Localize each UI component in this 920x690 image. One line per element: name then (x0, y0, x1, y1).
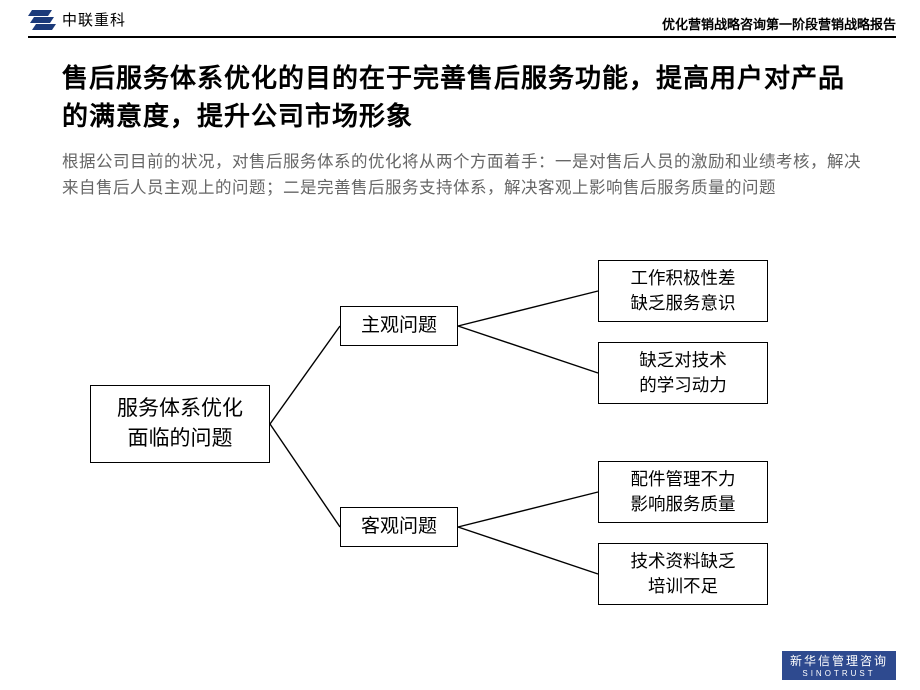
header-subtitle: 优化营销战略咨询第一阶段营销战略报告 (662, 14, 896, 33)
slide: 中联重科 优化营销战略咨询第一阶段营销战略报告 售后服务体系优化的目的在于完善售… (0, 0, 920, 690)
tree-node-l2: 缺乏对技术的学习动力 (598, 342, 768, 404)
tree-node-l1: 工作积极性差缺乏服务意识 (598, 260, 768, 322)
slide-title: 售后服务体系优化的目的在于完善售后服务功能，提高用户对产品的满意度，提升公司市场… (62, 60, 862, 135)
footer-line1: 新华信管理咨询 (790, 654, 888, 668)
header: 中联重科 优化营销战略咨询第一阶段营销战略报告 (0, 0, 920, 42)
logo-icon (28, 8, 56, 30)
tree-node-n1: 主观问题 (340, 306, 458, 346)
header-divider (28, 36, 896, 38)
tree-node-l4: 技术资料缺乏培训不足 (598, 543, 768, 605)
tree-node-root: 服务体系优化面临的问题 (90, 385, 270, 463)
tree-node-n2: 客观问题 (340, 507, 458, 547)
tree-diagram: 服务体系优化面临的问题 主观问题客观问题 工作积极性差缺乏服务意识缺乏对技术的学习动… (0, 250, 920, 650)
company-name: 中联重科 (62, 9, 126, 30)
slide-paragraph: 根据公司目前的状况，对售后服务体系的优化将从两个方面着手：一是对售后人员的激励和… (62, 150, 862, 201)
footer-line2: SINOTRUST (790, 669, 888, 679)
company-logo: 中联重科 (28, 8, 126, 30)
tree-node-l3: 配件管理不力影响服务质量 (598, 461, 768, 523)
footer-logo: 新华信管理咨询 SINOTRUST (782, 651, 896, 680)
